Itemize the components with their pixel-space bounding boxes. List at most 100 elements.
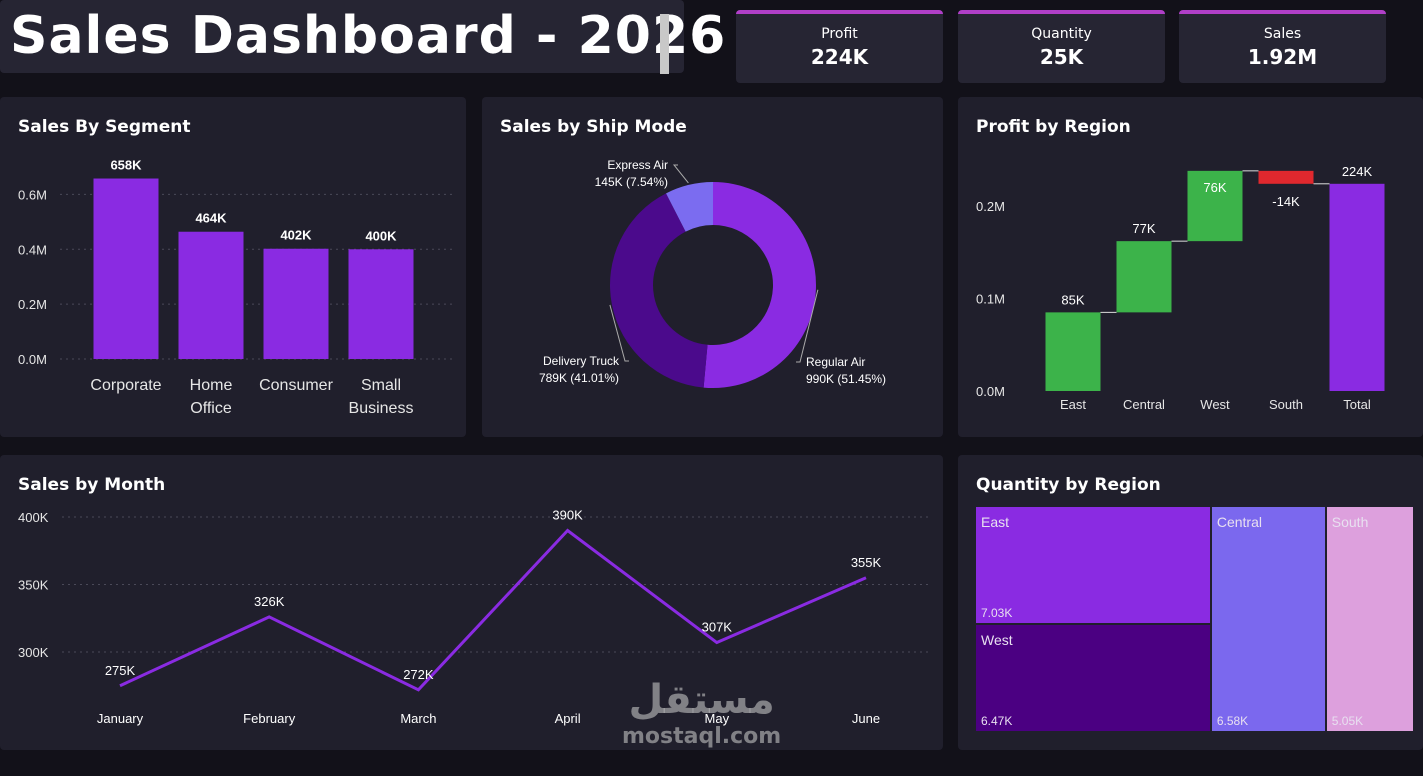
series-line <box>119 528 867 692</box>
waterfall-bar <box>1116 241 1172 313</box>
leader-line <box>672 164 689 184</box>
slice-name-label: Regular Air <box>806 355 865 369</box>
treemap-cell[interactable]: South 5.05K <box>1326 507 1413 731</box>
data-label: 355K <box>851 555 882 570</box>
quantity-treemap: East 7.03K West 6.47K Central 6.58K South 5.05K <box>976 507 1415 733</box>
x-tick-label: Home <box>190 377 233 394</box>
x-tick-label: April <box>555 711 581 726</box>
y-tick-label: 0.1M <box>976 292 1005 307</box>
slice-name-label: Express Air <box>607 158 668 172</box>
bar <box>178 231 244 359</box>
leader-line <box>609 304 629 362</box>
page-title: Sales Dashboard - 2026 <box>10 6 727 66</box>
ship-mode-donut-chart: Regular Air 990K (51.45%) Delivery Truck 78… <box>539 158 886 388</box>
segment-bar-chart: 0.0M 0.2M 0.4M 0.6M 658K Corporate 464K Home Off… <box>18 158 452 417</box>
leader-line <box>796 289 819 363</box>
kpi-value: 25K <box>1039 45 1084 69</box>
treemap-cell-name: West <box>981 631 1013 648</box>
data-label: 464K <box>195 211 227 226</box>
x-tick-label: Small <box>361 377 401 394</box>
quantity-region-chart-card[interactable]: Quantity by Region East 7.03K West 6.47K Cen… <box>958 455 1423 750</box>
y-tick-label: 300K <box>18 645 49 660</box>
bar <box>263 248 329 359</box>
kpi-card-quantity[interactable]: Quantity 25K <box>958 10 1165 83</box>
chart-title: Profit by Region <box>976 117 1131 137</box>
kpi-label: Quantity <box>1031 26 1092 42</box>
ship-mode-chart-card[interactable]: Sales by Ship Mode Regular Air 990K (51.4… <box>482 97 943 437</box>
treemap-cell-name: South <box>1331 514 1369 530</box>
data-label: 390K <box>552 508 583 523</box>
treemap-cell[interactable]: Central 6.58K <box>1211 507 1325 731</box>
treemap-cell[interactable]: West 6.47K <box>976 624 1210 731</box>
kpi-value: 1.92M <box>1247 45 1318 69</box>
kpi-label: Sales <box>1263 26 1302 42</box>
x-tick-label: West <box>1200 397 1230 412</box>
x-tick-label: Consumer <box>259 377 333 394</box>
slice-value-label: 990K (51.45%) <box>806 372 886 386</box>
treemap-cell-name: East <box>981 514 1010 530</box>
donut-slice <box>666 182 713 232</box>
data-label: 400K <box>365 228 397 243</box>
x-tick-label: South <box>1269 397 1303 412</box>
treemap-cell[interactable]: East 7.03K <box>976 507 1210 623</box>
y-tick-label: 0.2M <box>18 297 47 312</box>
profit-region-waterfall-chart: 0.0M 0.1M 0.2M 85K East 77K Central 76K West -14K… <box>976 164 1385 412</box>
x-tick-label: March <box>400 711 436 726</box>
data-label: 77K <box>1132 221 1155 236</box>
data-label: 85K <box>1061 292 1084 307</box>
x-tick-label: East <box>1060 397 1086 412</box>
chart-title: Sales by Month <box>18 475 166 495</box>
donut-slice <box>610 193 708 388</box>
data-label: 224K <box>1342 164 1373 179</box>
waterfall-bar <box>1045 312 1101 391</box>
x-tick-label: February <box>243 711 296 726</box>
waterfall-bar <box>1258 170 1314 184</box>
kpi-card-profit[interactable]: Profit 224K <box>736 10 943 83</box>
y-tick-label: 400K <box>18 510 49 525</box>
treemap-cell-name: Central <box>1216 514 1262 530</box>
y-tick-label: 0.2M <box>976 199 1005 214</box>
data-label: 76K <box>1203 180 1226 195</box>
y-tick-label: 0.0M <box>18 352 47 367</box>
y-tick-label: 0.4M <box>18 242 47 257</box>
watermark-latin: mostaql.com <box>622 724 782 749</box>
data-label: 275K <box>105 663 136 678</box>
y-tick-label: 0.6M <box>18 187 47 202</box>
y-tick-label: 0.0M <box>976 384 1005 399</box>
month-chart-card[interactable]: Sales by Month 300K 350K 400K 275K January 32… <box>0 455 943 750</box>
watermark: مستقل mostaql.com <box>622 676 781 749</box>
donut-slice <box>703 182 816 388</box>
slice-value-label: 145K (7.54%) <box>595 175 668 189</box>
slice-value-label: 789K (41.01%) <box>539 371 619 385</box>
data-label: 272K <box>403 667 434 682</box>
segment-chart-card[interactable]: Sales By Segment 0.0M 0.2M 0.4M 0.6M 658K Cor… <box>0 97 466 437</box>
bar <box>348 249 414 359</box>
chart-title: Sales by Ship Mode <box>500 117 687 137</box>
treemap-cell-value: 6.58K <box>1216 714 1249 728</box>
data-label: 658K <box>110 158 142 173</box>
x-tick-label: Total <box>1343 397 1371 412</box>
x-tick-label: January <box>97 711 144 726</box>
x-tick-label: Central <box>1123 397 1165 412</box>
waterfall-bar <box>1187 170 1243 242</box>
x-tick-label: Corporate <box>90 377 161 394</box>
kpi-label: Profit <box>821 26 858 42</box>
x-tick-label: May <box>705 711 730 726</box>
x-tick-label: Business <box>349 400 414 417</box>
y-tick-label: 350K <box>18 578 49 593</box>
treemap-cell-value: 7.03K <box>981 605 1013 620</box>
chart-title: Quantity by Region <box>976 475 1161 495</box>
chart-title: Sales By Segment <box>18 117 191 137</box>
title-cursor-bar <box>660 14 669 74</box>
waterfall-bar <box>1329 183 1385 391</box>
slice-name-label: Delivery Truck <box>543 354 620 368</box>
month-line-chart: 300K 350K 400K 275K January 326K February 272K M… <box>18 508 928 726</box>
profit-region-chart-card[interactable]: Profit by Region 0.0M 0.1M 0.2M 85K East 77K C… <box>958 97 1423 437</box>
data-label: 326K <box>254 594 285 609</box>
kpi-card-sales[interactable]: Sales 1.92M <box>1179 10 1386 83</box>
data-label: 402K <box>280 228 312 243</box>
x-tick-label: Office <box>190 400 232 417</box>
x-tick-label: June <box>852 711 880 726</box>
dashboard-title-box: Sales Dashboard - 2026 <box>0 0 725 74</box>
data-label: 307K <box>702 620 733 635</box>
